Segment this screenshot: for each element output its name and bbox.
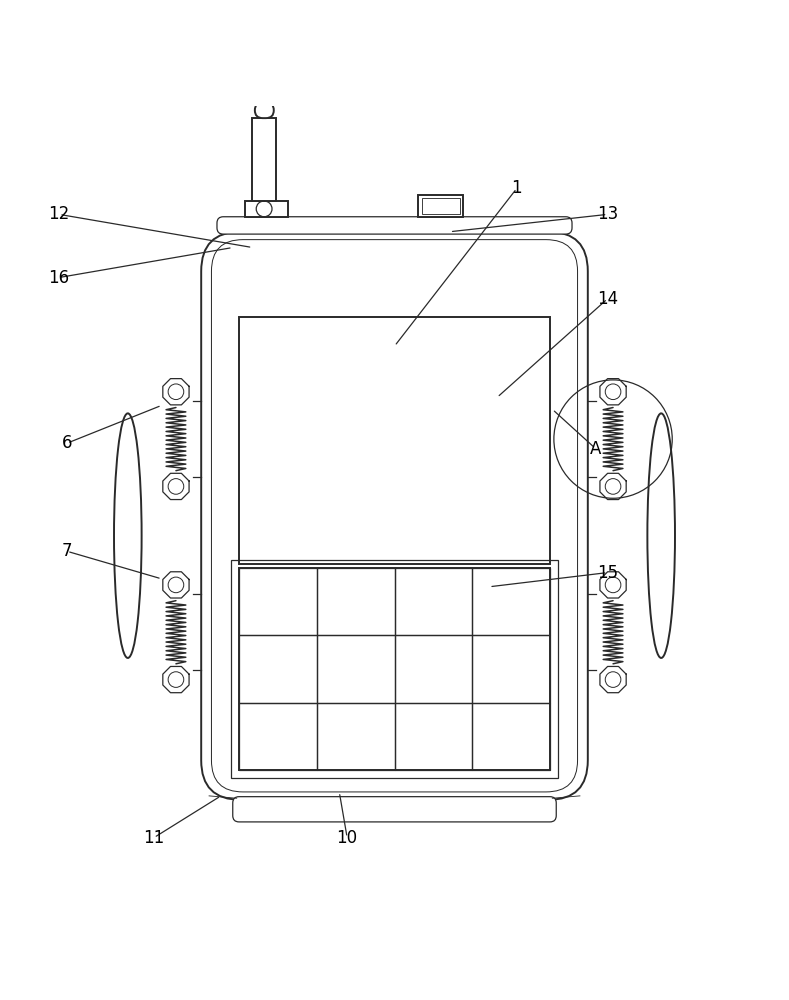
Text: 1: 1 (511, 179, 522, 197)
Text: 13: 13 (597, 205, 618, 223)
Text: 12: 12 (49, 205, 69, 223)
FancyBboxPatch shape (201, 232, 588, 800)
Text: 7: 7 (62, 542, 73, 560)
FancyBboxPatch shape (245, 201, 288, 217)
FancyBboxPatch shape (239, 568, 550, 770)
FancyBboxPatch shape (239, 317, 550, 564)
Ellipse shape (647, 413, 675, 658)
FancyBboxPatch shape (417, 195, 463, 217)
Text: 11: 11 (144, 829, 164, 847)
Text: 14: 14 (597, 290, 618, 308)
Text: A: A (590, 440, 601, 458)
FancyBboxPatch shape (255, 102, 274, 118)
FancyBboxPatch shape (217, 217, 572, 234)
Text: 16: 16 (49, 269, 69, 287)
Text: 10: 10 (337, 829, 357, 847)
FancyBboxPatch shape (252, 118, 276, 201)
Ellipse shape (114, 413, 141, 658)
Text: 15: 15 (597, 564, 618, 582)
FancyBboxPatch shape (233, 797, 556, 822)
Text: 6: 6 (62, 434, 73, 452)
